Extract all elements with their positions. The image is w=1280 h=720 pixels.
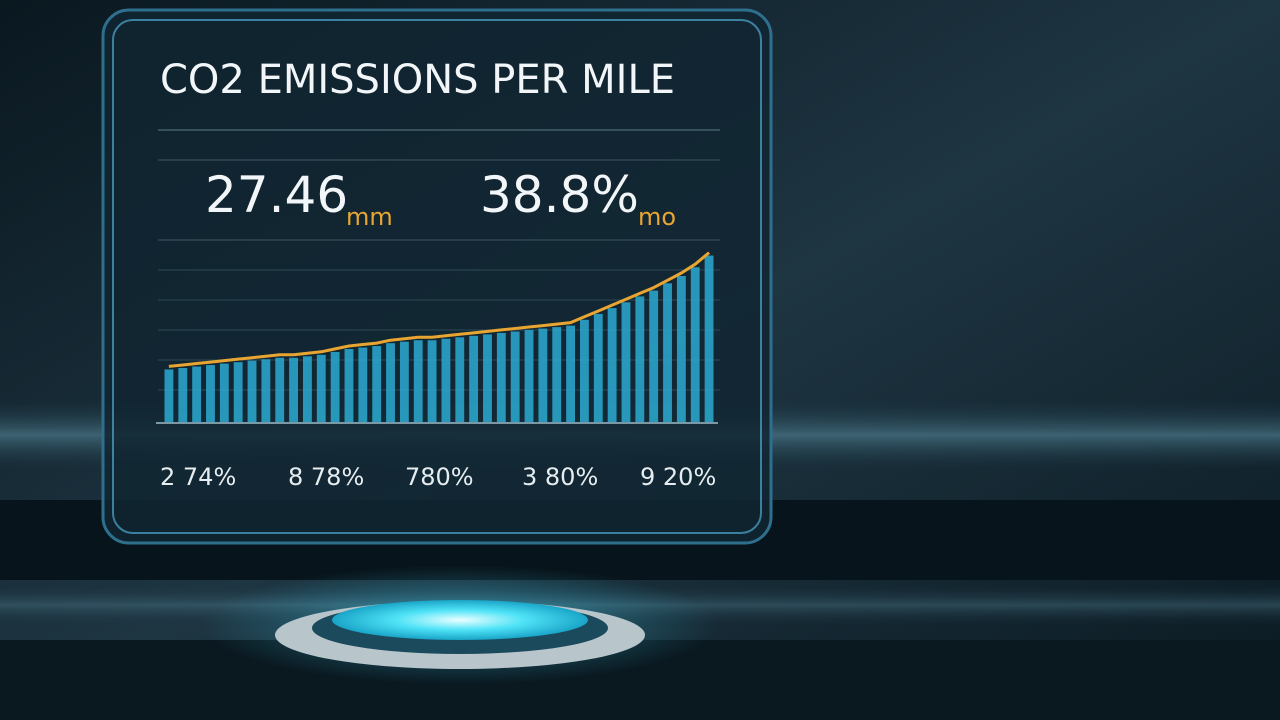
bar: [219, 363, 229, 422]
bar: [510, 331, 520, 422]
bar: [178, 367, 188, 422]
footer-label: 9 20%: [640, 463, 716, 491]
bar: [330, 351, 340, 422]
bar: [399, 341, 409, 422]
bar: [206, 365, 215, 422]
bar: [496, 332, 506, 422]
bar: [579, 319, 589, 422]
bar: [704, 255, 714, 422]
bar: [607, 308, 617, 422]
bar: [302, 356, 312, 422]
bar: [316, 354, 326, 422]
bar: [690, 267, 700, 422]
bar: [635, 296, 645, 422]
bar: [275, 357, 285, 422]
bar: [676, 276, 686, 422]
bar: [649, 290, 659, 422]
bar: [524, 330, 534, 422]
disc-light: [332, 600, 588, 640]
bar: [441, 338, 451, 422]
bar: [372, 346, 382, 422]
bar: [233, 362, 243, 422]
bar: [427, 340, 437, 422]
bar: [663, 283, 672, 422]
bar: [358, 347, 368, 422]
footer-label: 3 80%: [522, 463, 598, 491]
bar: [621, 302, 631, 422]
bar: [413, 340, 423, 422]
footer-label: 8 78%: [288, 463, 364, 491]
stat-value: 27.46: [205, 166, 348, 224]
bar: [455, 337, 465, 422]
bar: [469, 335, 479, 422]
bar: [261, 359, 271, 422]
chart: [164, 251, 714, 422]
footer-label: 780%: [405, 463, 474, 491]
stat-unit: mm: [346, 203, 393, 231]
trend-line: [168, 251, 711, 368]
bar: [483, 334, 492, 422]
bar: [386, 343, 395, 422]
panel-inner-border: [112, 19, 762, 534]
bar: [192, 366, 202, 422]
footer-label: 2 74%: [160, 463, 236, 491]
bar: [289, 357, 299, 422]
panel-title: CO2 EMISSIONS PER MILE: [160, 57, 675, 103]
stat-value: 38.8%: [480, 166, 639, 224]
bar: [164, 369, 174, 422]
bar: [566, 325, 576, 422]
bar: [247, 360, 257, 422]
bar: [593, 313, 603, 422]
bar: [344, 349, 354, 422]
stat-unit: mo: [638, 203, 676, 231]
bar: [538, 328, 548, 422]
bar: [552, 327, 562, 422]
